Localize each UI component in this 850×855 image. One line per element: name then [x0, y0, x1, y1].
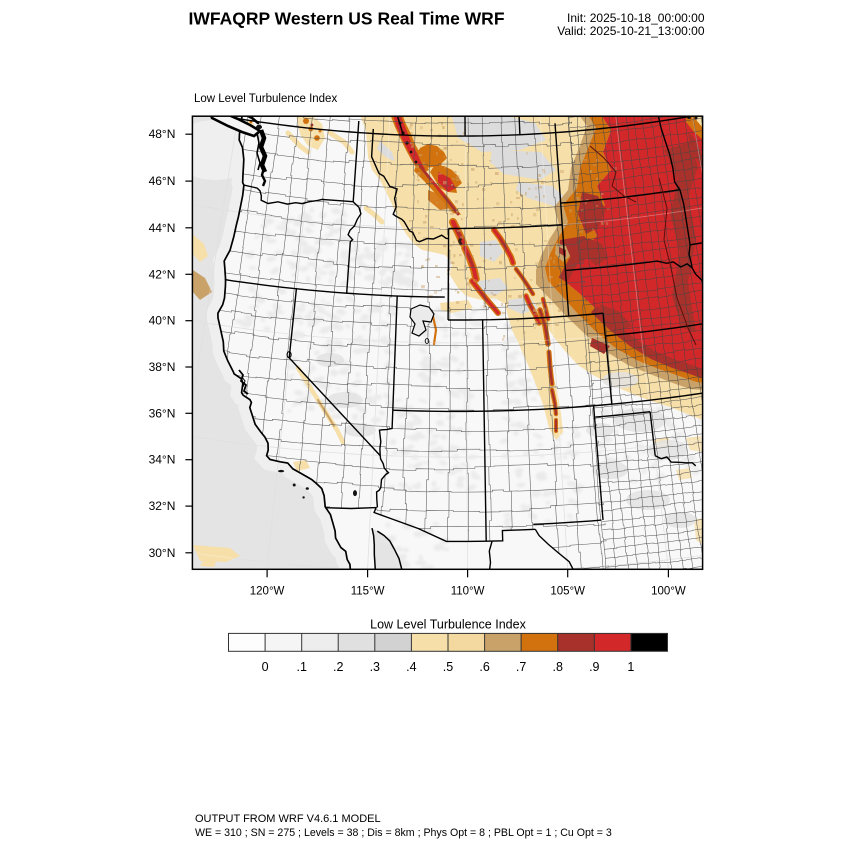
svg-text:IWFAQRP Western US Real Time W: IWFAQRP Western US Real Time WRF [188, 9, 504, 29]
svg-text:40°N: 40°N [149, 314, 176, 328]
svg-text:100°W: 100°W [651, 585, 686, 597]
svg-text:44°N: 44°N [149, 221, 176, 235]
svg-text:WE = 310 ; SN = 275 ; Levels =: WE = 310 ; SN = 275 ; Levels = 38 ; Dis … [195, 827, 612, 839]
svg-text:.7: .7 [516, 660, 526, 674]
svg-text:105°W: 105°W [550, 585, 585, 597]
svg-text:Low Level Turbulence Index: Low Level Turbulence Index [370, 618, 526, 632]
svg-text:120°W: 120°W [250, 585, 285, 597]
svg-text:34°N: 34°N [149, 453, 176, 467]
svg-text:.2: .2 [333, 660, 343, 674]
svg-text:.8: .8 [552, 660, 562, 674]
svg-text:Init: 2025-10-18_00:00:00: Init: 2025-10-18_00:00:00 [567, 11, 705, 25]
svg-text:42°N: 42°N [149, 267, 176, 281]
svg-text:.6: .6 [479, 660, 489, 674]
svg-text:.5: .5 [443, 660, 453, 674]
svg-text:1: 1 [627, 660, 634, 674]
svg-text:36°N: 36°N [149, 406, 176, 420]
svg-text:0: 0 [262, 660, 269, 674]
svg-text:32°N: 32°N [149, 499, 176, 513]
svg-text:OUTPUT FROM WRF V4.6.1 MODEL: OUTPUT FROM WRF V4.6.1 MODEL [195, 813, 381, 825]
svg-text:.1: .1 [296, 660, 306, 674]
svg-text:110°W: 110°W [451, 585, 485, 597]
svg-text:.3: .3 [370, 660, 380, 674]
svg-text:48°N: 48°N [149, 127, 176, 141]
svg-text:.4: .4 [406, 660, 416, 674]
svg-text:.9: .9 [589, 660, 599, 674]
svg-text:46°N: 46°N [149, 174, 176, 188]
svg-text:30°N: 30°N [149, 546, 176, 560]
svg-text:Valid: 2025-10-21_13:00:00: Valid: 2025-10-21_13:00:00 [557, 24, 705, 38]
svg-text:Low Level Turbulence Index: Low Level Turbulence Index [194, 93, 337, 105]
svg-text:38°N: 38°N [149, 360, 176, 374]
svg-text:115°W: 115°W [351, 585, 385, 597]
